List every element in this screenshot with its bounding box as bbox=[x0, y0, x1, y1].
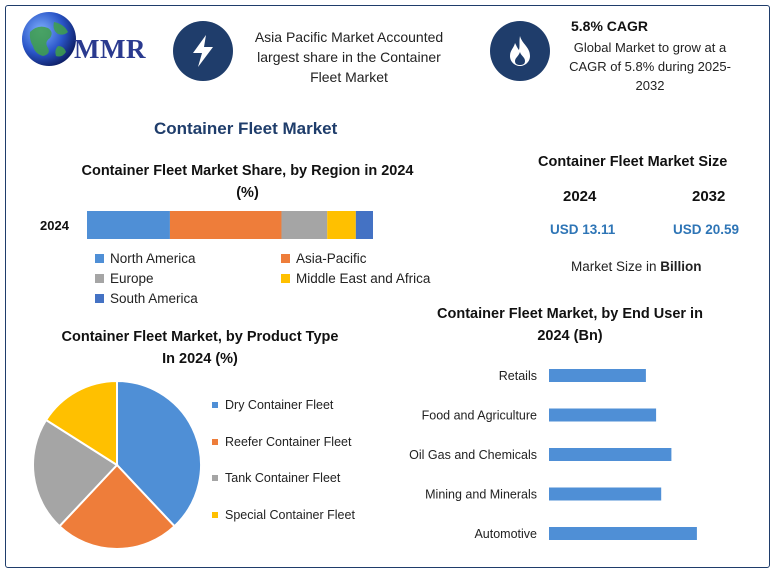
legend-label: Tank Container Fleet bbox=[225, 471, 341, 485]
pie-slice-special-container-fleet bbox=[44, 379, 118, 467]
legend-label: Dry Container Fleet bbox=[225, 398, 334, 412]
callout-1-text: Asia Pacific Market Accounted largest sh… bbox=[254, 29, 444, 85]
legend-swatch bbox=[281, 254, 290, 263]
legend-item-asia-pacific: Asia-Pacific bbox=[281, 251, 367, 266]
page-title: Container Fleet Market bbox=[154, 119, 338, 138]
market-size-value-2032: USD 20.59 bbox=[673, 222, 740, 237]
pie-slice-dry-container-fleet bbox=[116, 379, 202, 528]
market-size-value-2024: USD 13.11 bbox=[550, 222, 616, 237]
legend-item-middle-east-africa: Middle East and Africa bbox=[281, 271, 430, 286]
pie-slice-tank-container-fleet bbox=[32, 418, 119, 528]
logo-text: MMR bbox=[74, 34, 146, 64]
enduser-chart-title: Container Fleet Market, by End User in 2… bbox=[437, 306, 703, 344]
legend-swatch bbox=[95, 294, 104, 303]
market-size-note-unit: Billion bbox=[660, 259, 702, 274]
bar-segment-asia-pacific bbox=[169, 211, 282, 239]
legend-label: Reefer Container Fleet bbox=[225, 435, 352, 449]
page-frame bbox=[5, 5, 770, 568]
pie-slice-reefer-container-fleet bbox=[58, 463, 176, 550]
legend-item-south-america: South America bbox=[95, 291, 198, 306]
legend-label: Special Container Fleet bbox=[225, 508, 355, 522]
bar-segment-middle-east-and-africa bbox=[327, 211, 356, 239]
legend-item-europe: Europe bbox=[95, 271, 154, 286]
category-label: Oil Gas and Chemicals bbox=[409, 448, 537, 462]
bar-segment-north-america bbox=[87, 211, 170, 239]
lightning-icon bbox=[193, 35, 213, 67]
category-label: Mining and Minerals bbox=[425, 488, 537, 502]
market-size-year-2032: 2032 bbox=[692, 188, 726, 205]
logo: MMR bbox=[12, 8, 162, 68]
bar-segment-europe bbox=[281, 211, 328, 239]
callout-2-badge bbox=[490, 21, 550, 81]
bar-segment-south-america bbox=[355, 211, 373, 239]
pie-legend-special: Special Container Fleet bbox=[212, 508, 355, 522]
legend-swatch bbox=[95, 254, 104, 263]
pie-legend-reefer: Reefer Container Fleet bbox=[212, 435, 351, 449]
bar-food-and-agriculture bbox=[549, 408, 657, 422]
market-size-year-2024: 2024 bbox=[563, 188, 597, 205]
category-label: Automotive bbox=[474, 527, 537, 541]
category-label: Retails bbox=[499, 369, 537, 383]
bar-automotive bbox=[549, 527, 697, 540]
legend-swatch bbox=[212, 512, 218, 518]
region-chart-category-label: 2024 bbox=[40, 218, 69, 233]
product-pie-chart bbox=[32, 379, 202, 550]
legend-item-north-america: North America bbox=[95, 251, 196, 266]
pie-legend-dry: Dry Container Fleet bbox=[212, 398, 333, 412]
region-legend: North America Asia-Pacific Europe Middle… bbox=[95, 251, 475, 313]
region-stacked-bar bbox=[87, 211, 373, 239]
legend-swatch bbox=[212, 402, 218, 408]
legend-label: Europe bbox=[110, 271, 154, 286]
pie-legend: Dry Container Fleet Reefer Container Fle… bbox=[212, 398, 382, 528]
callout-2-title: 5.8% CAGR bbox=[571, 18, 649, 34]
legend-label: South America bbox=[110, 291, 198, 306]
legend-swatch bbox=[281, 274, 290, 283]
market-size-note: Market Size in Billion bbox=[571, 259, 702, 274]
pie-legend-tank: Tank Container Fleet bbox=[212, 471, 340, 485]
market-size-title: Container Fleet Market Size bbox=[538, 154, 728, 170]
legend-swatch bbox=[95, 274, 104, 283]
globe-icon bbox=[22, 12, 76, 66]
callout-2-text: Global Market to grow at a CAGR of 5.8% … bbox=[569, 40, 731, 93]
legend-swatch bbox=[212, 439, 218, 445]
bar-retails bbox=[549, 369, 646, 382]
market-size-note-prefix: Market Size in bbox=[571, 259, 661, 274]
region-chart-title: Container Fleet Market Share, by Region … bbox=[81, 163, 414, 201]
legend-label: Middle East and Africa bbox=[296, 271, 431, 286]
product-chart-title: Container Fleet Market, by Product Type … bbox=[61, 329, 339, 367]
bar-oil-gas-and-chemicals bbox=[549, 448, 672, 461]
legend-swatch bbox=[212, 475, 218, 481]
callout-1-badge bbox=[173, 21, 233, 81]
enduser-bar-chart: Retails Food and Agriculture Oil Gas and C… bbox=[409, 369, 697, 541]
legend-label: North America bbox=[110, 251, 196, 266]
flame-icon bbox=[510, 36, 530, 66]
bar-mining-and-minerals bbox=[549, 487, 662, 501]
category-label: Food and Agriculture bbox=[422, 409, 537, 423]
legend-label: Asia-Pacific bbox=[296, 251, 367, 266]
